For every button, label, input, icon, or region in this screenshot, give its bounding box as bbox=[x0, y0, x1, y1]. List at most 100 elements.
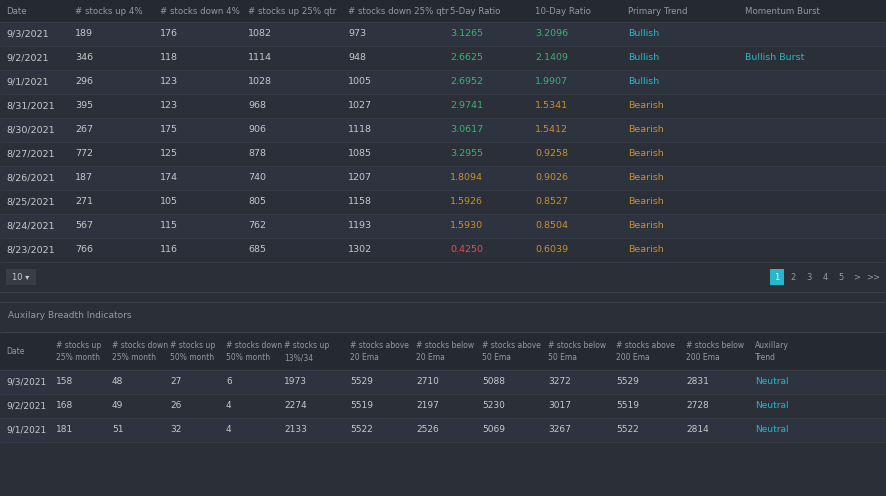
Text: 4: 4 bbox=[822, 272, 828, 282]
Text: 1085: 1085 bbox=[348, 149, 372, 159]
Text: 267: 267 bbox=[75, 125, 93, 134]
Bar bbox=[0, 238, 886, 262]
Bar bbox=[818, 269, 832, 285]
Text: 8/31/2021: 8/31/2021 bbox=[6, 102, 55, 111]
Bar bbox=[0, 190, 886, 214]
Text: 9/1/2021: 9/1/2021 bbox=[6, 426, 46, 434]
Text: 4: 4 bbox=[226, 401, 231, 411]
Text: # stocks above: # stocks above bbox=[350, 341, 408, 350]
Bar bbox=[0, 166, 886, 190]
Text: 3267: 3267 bbox=[548, 426, 571, 434]
Text: 948: 948 bbox=[348, 54, 366, 62]
Text: 6: 6 bbox=[226, 377, 232, 386]
Text: 2274: 2274 bbox=[284, 401, 307, 411]
Text: # stocks above: # stocks above bbox=[482, 341, 540, 350]
Bar bbox=[786, 269, 800, 285]
Text: # stocks down 25% qtr: # stocks down 25% qtr bbox=[348, 6, 448, 15]
Text: 8/26/2021: 8/26/2021 bbox=[6, 174, 55, 183]
Text: # stocks up: # stocks up bbox=[284, 341, 330, 350]
Text: 3.2096: 3.2096 bbox=[535, 29, 568, 39]
Text: Bullish: Bullish bbox=[628, 77, 659, 86]
Text: 2.1409: 2.1409 bbox=[535, 54, 568, 62]
Text: 32: 32 bbox=[170, 426, 182, 434]
Text: 200 Ema: 200 Ema bbox=[686, 353, 719, 363]
Text: 878: 878 bbox=[248, 149, 266, 159]
Text: 5522: 5522 bbox=[616, 426, 639, 434]
Text: 5230: 5230 bbox=[482, 401, 505, 411]
Text: 20 Ema: 20 Ema bbox=[350, 353, 379, 363]
Text: Bullish: Bullish bbox=[628, 54, 659, 62]
Bar bbox=[0, 292, 886, 302]
Bar bbox=[834, 269, 848, 285]
Bar bbox=[0, 418, 886, 442]
Text: 3.0617: 3.0617 bbox=[450, 125, 483, 134]
Text: 968: 968 bbox=[248, 102, 266, 111]
Text: # stocks below: # stocks below bbox=[416, 341, 474, 350]
Text: 200 Ema: 200 Ema bbox=[616, 353, 649, 363]
Text: 0.8504: 0.8504 bbox=[535, 222, 568, 231]
Text: 5522: 5522 bbox=[350, 426, 373, 434]
Text: 2197: 2197 bbox=[416, 401, 439, 411]
Bar bbox=[0, 142, 886, 166]
Text: 1.9907: 1.9907 bbox=[535, 77, 568, 86]
Text: 395: 395 bbox=[75, 102, 93, 111]
Text: 0.6039: 0.6039 bbox=[535, 246, 568, 254]
Text: 3.1265: 3.1265 bbox=[450, 29, 483, 39]
Text: Bearish: Bearish bbox=[628, 222, 664, 231]
Text: Neutral: Neutral bbox=[755, 401, 789, 411]
Text: 26: 26 bbox=[170, 401, 182, 411]
Text: 125: 125 bbox=[160, 149, 178, 159]
Text: 772: 772 bbox=[75, 149, 93, 159]
Text: 567: 567 bbox=[75, 222, 93, 231]
Text: 2.6952: 2.6952 bbox=[450, 77, 483, 86]
Text: 50 Ema: 50 Ema bbox=[548, 353, 577, 363]
Bar bbox=[0, 262, 886, 292]
Text: 158: 158 bbox=[56, 377, 74, 386]
Text: 973: 973 bbox=[348, 29, 366, 39]
Text: 50% month: 50% month bbox=[226, 353, 270, 363]
Text: 1.5926: 1.5926 bbox=[450, 197, 483, 206]
Text: # stocks down: # stocks down bbox=[226, 341, 282, 350]
Bar bbox=[0, 370, 886, 394]
Text: 174: 174 bbox=[160, 174, 178, 183]
Text: 2526: 2526 bbox=[416, 426, 439, 434]
Text: Primary Trend: Primary Trend bbox=[628, 6, 688, 15]
Text: Bullish Burst: Bullish Burst bbox=[745, 54, 804, 62]
Text: 1158: 1158 bbox=[348, 197, 372, 206]
Text: 13%/34: 13%/34 bbox=[284, 353, 313, 363]
Text: 4: 4 bbox=[226, 426, 231, 434]
Text: 9/2/2021: 9/2/2021 bbox=[6, 54, 49, 62]
Text: 1973: 1973 bbox=[284, 377, 307, 386]
Text: 1028: 1028 bbox=[248, 77, 272, 86]
Text: 1207: 1207 bbox=[348, 174, 372, 183]
Text: Bearish: Bearish bbox=[628, 149, 664, 159]
Text: 766: 766 bbox=[75, 246, 93, 254]
Text: Bearish: Bearish bbox=[628, 246, 664, 254]
Text: 187: 187 bbox=[75, 174, 93, 183]
Text: 9/2/2021: 9/2/2021 bbox=[6, 401, 46, 411]
Text: 5-Day Ratio: 5-Day Ratio bbox=[450, 6, 501, 15]
Text: # stocks below: # stocks below bbox=[686, 341, 744, 350]
Text: 3017: 3017 bbox=[548, 401, 571, 411]
Text: 0.4250: 0.4250 bbox=[450, 246, 483, 254]
Bar bbox=[0, 214, 886, 238]
Text: 1082: 1082 bbox=[248, 29, 272, 39]
Bar bbox=[770, 269, 784, 285]
Text: 189: 189 bbox=[75, 29, 93, 39]
Text: # stocks below: # stocks below bbox=[548, 341, 606, 350]
Text: 2831: 2831 bbox=[686, 377, 709, 386]
Text: 0.9258: 0.9258 bbox=[535, 149, 568, 159]
Bar bbox=[0, 0, 886, 22]
Text: 3272: 3272 bbox=[548, 377, 571, 386]
Text: 5529: 5529 bbox=[616, 377, 639, 386]
Text: Bearish: Bearish bbox=[628, 197, 664, 206]
Text: 685: 685 bbox=[248, 246, 266, 254]
Text: 346: 346 bbox=[75, 54, 93, 62]
Bar bbox=[0, 332, 886, 370]
Text: 9/3/2021: 9/3/2021 bbox=[6, 29, 49, 39]
Text: 271: 271 bbox=[75, 197, 93, 206]
Text: 123: 123 bbox=[160, 77, 178, 86]
Text: 123: 123 bbox=[160, 102, 178, 111]
Text: 176: 176 bbox=[160, 29, 178, 39]
Text: Neutral: Neutral bbox=[755, 377, 789, 386]
